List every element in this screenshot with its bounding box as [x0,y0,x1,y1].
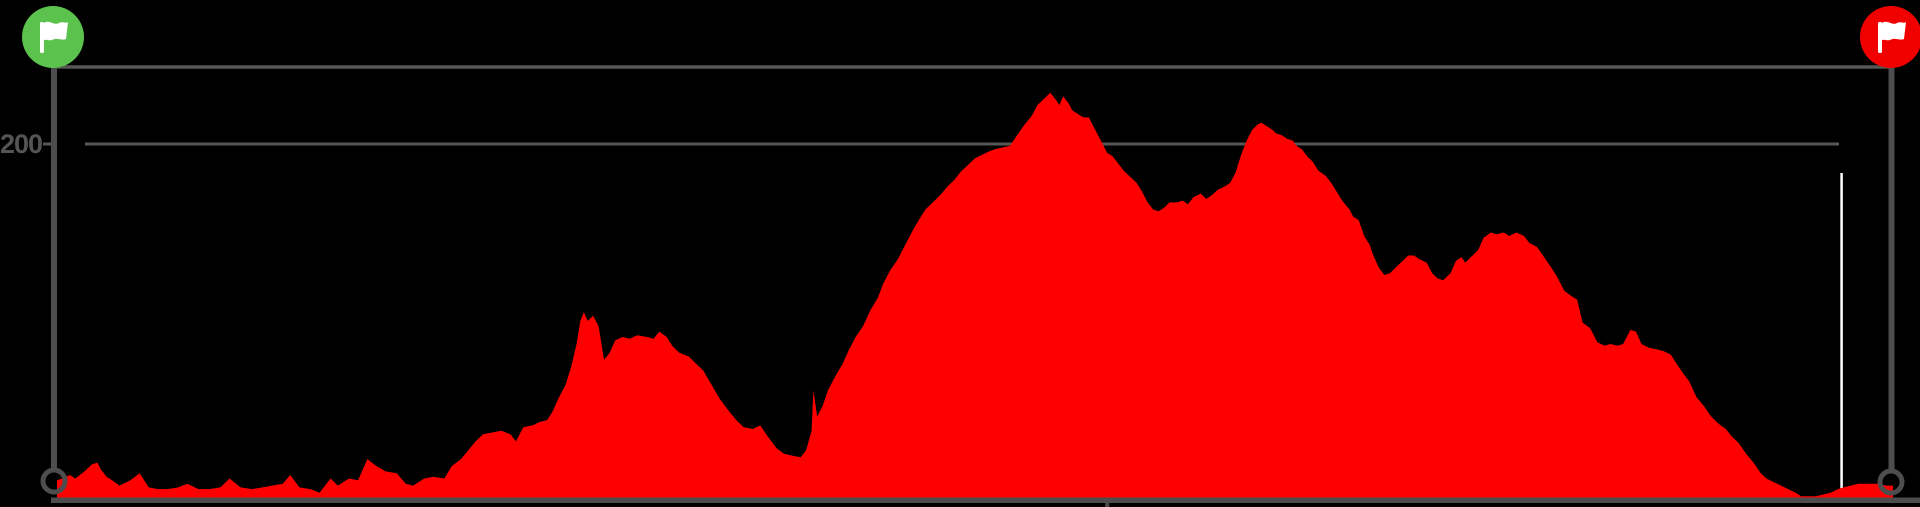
end-ring-marker [1877,468,1905,496]
start-flag-marker-flag-banner [44,21,68,41]
x-axis-line [51,497,1920,503]
start-ring-marker [40,467,68,495]
end-flag-marker-flag-icon [1878,22,1882,53]
start-flag-marker-flag-icon [40,22,44,53]
end-flag-marker-flag-banner [1882,21,1906,41]
elevation-area[interactable] [57,92,1893,499]
y-axis-label-200: 200 [0,129,43,159]
